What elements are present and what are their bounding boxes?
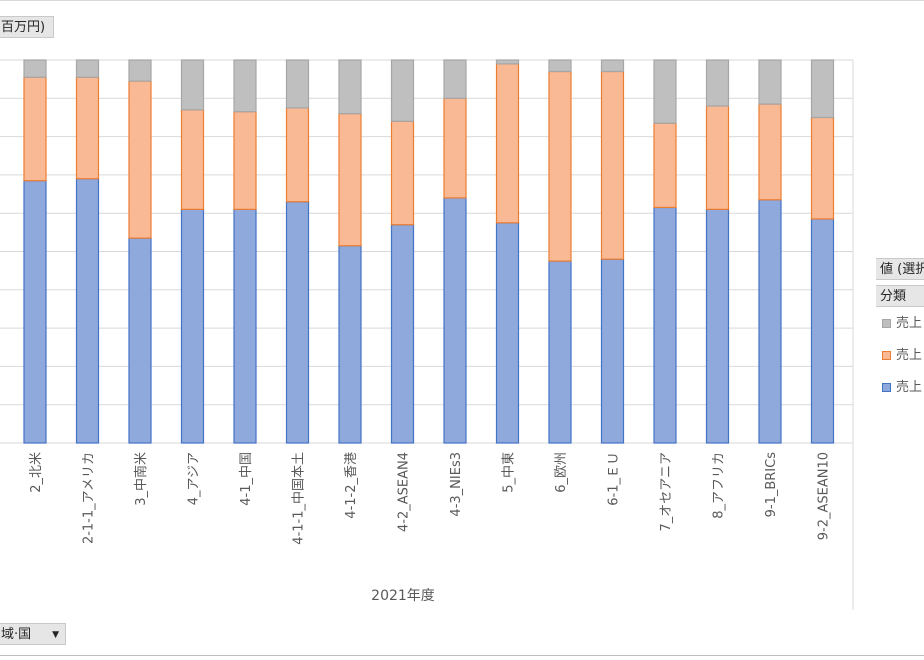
- x-tick-labels: 2_北米 2-1-1_アメリカ 3_中南米 4_アジア 4-1_中国 4-1-1_中国本土…: [29, 452, 832, 545]
- x-tick-label: 3_中南米: [133, 452, 149, 506]
- bar-segment: [338, 59, 362, 115]
- bar-segment: [75, 178, 100, 444]
- bar-segment: [548, 59, 572, 73]
- x-tick-label: 4_アジア: [187, 452, 202, 505]
- bar-segment: [23, 180, 47, 444]
- bar-segment: [758, 59, 782, 105]
- bar-segment: [338, 245, 362, 444]
- bottom-border: [0, 655, 924, 656]
- x-tick-label: 7_オセアニア: [659, 452, 674, 532]
- legend-item-orange[interactable]: 売上: [882, 347, 922, 365]
- legend-swatch-blue: [882, 383, 891, 392]
- x-tick-label: 6_欧州: [554, 452, 569, 493]
- top-border: [0, 0, 924, 1]
- legend-subtitle[interactable]: 分類: [876, 285, 924, 307]
- bar-segment: [285, 107, 310, 203]
- x-tick-label: 4-1-1_中国本土: [292, 452, 307, 545]
- x-tick-label: 8_アフリカ: [712, 452, 727, 519]
- x-tick-label: 5_中東: [501, 452, 517, 493]
- bar-segment: [285, 201, 310, 444]
- legend-item-blue[interactable]: 売上: [882, 379, 922, 397]
- x-tick-label: 9-2_ASEAN10: [817, 452, 832, 540]
- bar-segment: [758, 199, 782, 444]
- bar-series: [23, 59, 835, 444]
- bar-segment: [128, 80, 152, 239]
- x-tick-label: 2_北米: [29, 452, 44, 493]
- legend-swatch-gray: [882, 319, 891, 328]
- bar-segment: [233, 111, 257, 210]
- bar-segment: [75, 76, 100, 180]
- x-tick-label: 4-1_中国: [239, 452, 254, 506]
- bar-segment: [233, 59, 257, 113]
- unit-field-label: 百万円): [1, 20, 46, 35]
- bar-segment: [495, 63, 520, 224]
- bar-segment: [810, 218, 835, 444]
- bar-segment: [443, 197, 467, 444]
- bar-segment: [600, 258, 625, 444]
- bar-segment: [548, 260, 572, 444]
- bar-segment: [600, 70, 625, 260]
- bar-segment: [233, 208, 257, 444]
- region-field-label: 域·国: [1, 627, 32, 642]
- legend-label: 売上: [896, 316, 923, 331]
- x-tick-label: 2-1-1_アメリカ: [82, 452, 97, 544]
- bar-segment: [128, 237, 152, 444]
- bar-segment: [653, 206, 677, 444]
- bar-segment: [23, 76, 47, 182]
- legend-item-gray[interactable]: 売上: [882, 315, 922, 333]
- x-tick-label: 4-1-2_香港: [344, 452, 359, 519]
- bar-segment: [285, 59, 310, 109]
- bar-segment: [390, 59, 415, 122]
- bar-segment: [600, 59, 625, 73]
- x-tick-label: 9-1_BRICs: [764, 452, 779, 518]
- legend-title[interactable]: 値 (選択: [876, 258, 924, 280]
- bar-segment: [390, 224, 415, 444]
- bar-segment: [653, 122, 677, 209]
- legend-swatch-orange: [882, 351, 891, 360]
- legend-label: 売上: [896, 348, 923, 363]
- bar-segment: [443, 59, 467, 99]
- legend-label: 売上: [896, 380, 923, 395]
- bar-segment: [758, 103, 782, 201]
- bar-segment: [390, 120, 415, 226]
- bar-segment: [810, 116, 835, 220]
- bar-segment: [338, 113, 362, 247]
- x-tick-label: 4-2_ASEAN4: [397, 452, 412, 532]
- bar-segment: [495, 59, 520, 65]
- bar-segment: [180, 59, 205, 111]
- bar-segment: [128, 59, 152, 82]
- bar-segment: [180, 208, 205, 444]
- bar-segment: [23, 59, 47, 78]
- bar-segment: [75, 59, 100, 78]
- bar-segment: [548, 70, 572, 262]
- triangle-down-icon[interactable]: ▼: [52, 630, 59, 640]
- unit-field-button[interactable]: 百万円): [0, 16, 54, 38]
- bar-segment: [495, 222, 520, 444]
- bar-segment: [705, 105, 730, 210]
- bar-segment: [705, 59, 730, 107]
- bar-segment: [443, 97, 467, 199]
- x-tick-label: 4-3_NIEs3: [449, 452, 464, 517]
- x-axis-title: 2021年度: [371, 588, 435, 604]
- bar-segment: [653, 59, 677, 124]
- x-tick-label: 6-1_ＥＵ: [607, 452, 622, 506]
- bar-segment: [705, 208, 730, 444]
- bar-segment: [810, 59, 835, 119]
- bar-segment: [180, 109, 205, 210]
- region-field-button[interactable]: 域·国 ▼: [0, 623, 66, 645]
